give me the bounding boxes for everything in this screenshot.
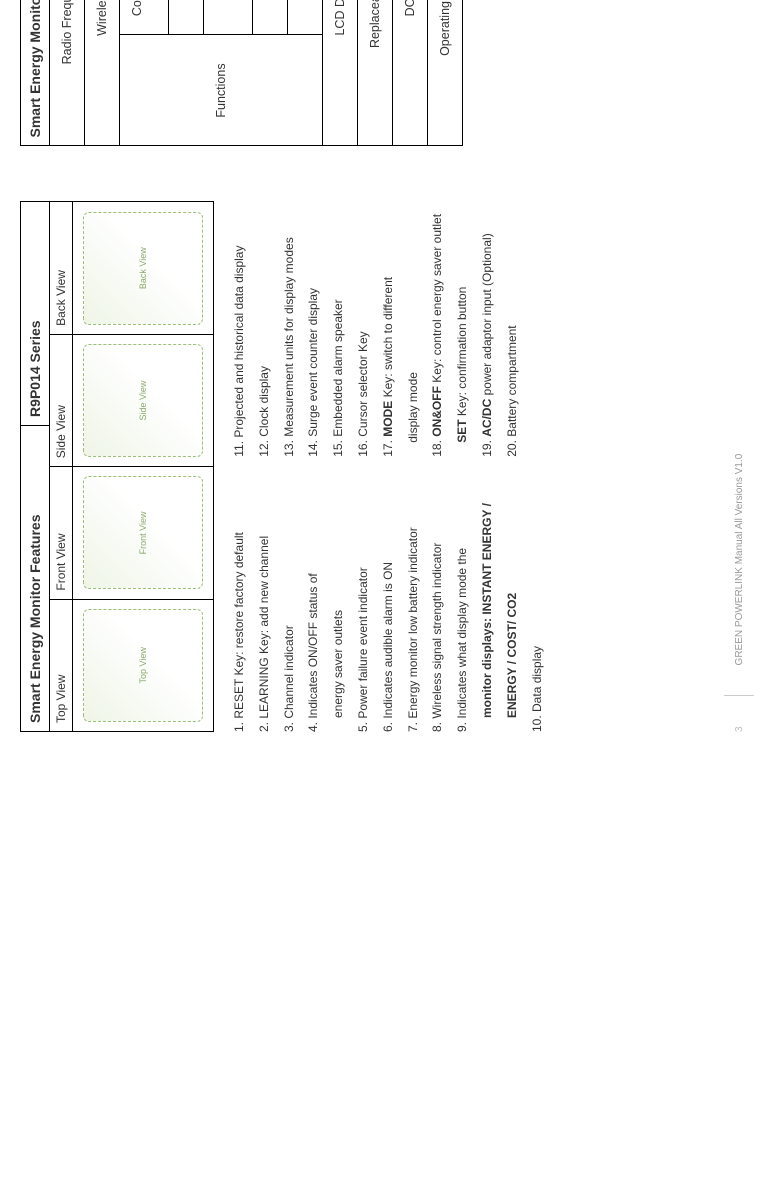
feature-item: 3. Channel indicator <box>278 477 301 732</box>
spec-row: Wireless RangeUp to 100 Ft <box>85 0 120 146</box>
feature-item: 2. LEARNING Key: add new channel <box>253 477 276 732</box>
page-number-left: 3 <box>734 726 745 732</box>
footer-divider <box>724 695 754 696</box>
feature-item: energy saver outlets <box>327 477 350 732</box>
feature-item: 15. Embedded alarm speaker <box>327 202 350 457</box>
feature-item: SET Key: confirmation button <box>451 202 474 457</box>
spec-row: Operating Temperature5°C~45°C at 85% rel… <box>428 0 463 146</box>
features-header-row: Smart Energy Monitor Features R9P014 Ser… <box>20 202 49 733</box>
feature-item: 6. Indicates audible alarm is ON <box>377 477 400 732</box>
feature-item: ENERGY / COST/ CO2 <box>501 477 524 732</box>
feature-item: display mode <box>402 202 425 457</box>
view-label-front: Front View <box>50 466 72 598</box>
feature-item: 7. Energy monitor low battery indicator <box>402 477 425 732</box>
spec-table: Radio Frequency 915MHz915MHzWireless Ran… <box>49 0 463 147</box>
views-header-row: Top View Front View Side View Back View <box>49 202 72 733</box>
view-label-top: Top View <box>50 599 72 731</box>
feature-item: 12. Clock display <box>253 202 276 457</box>
device-illustration: Back View <box>83 212 204 325</box>
feature-item: 14. Surge event counter display <box>302 202 325 457</box>
image-top-view: Top View <box>73 599 213 731</box>
feature-item: 20. Battery compartment <box>501 202 524 457</box>
feature-item: 8. Wireless signal strength indicator <box>426 477 449 732</box>
spec-label: Wall Mountable <box>288 0 323 35</box>
feature-item: monitor displays: INSTANT ENERGY / <box>476 477 499 732</box>
page-footer: 3 GREEN POWERLINK Manual All Versions V1… <box>724 0 754 732</box>
spec-row: Replaceable BatteryAA Battery X4 <box>358 0 393 146</box>
view-label-back: Back View <box>50 203 72 334</box>
spec-row: LCD Dimension45mm x 55mm <box>323 0 358 146</box>
feature-list-left: 1. RESET Key: restore factory default2. … <box>228 477 550 732</box>
feature-item: 1. RESET Key: restore factory default <box>228 477 251 732</box>
spec-label: LCD Dimension <box>323 0 358 146</box>
features-section: Smart Energy Monitor Features R9P014 Ser… <box>20 202 550 733</box>
feature-lists: 1. RESET Key: restore factory default2. … <box>228 202 550 733</box>
device-illustration: Top View <box>83 609 204 722</box>
image-back-view: Back View <box>73 203 213 334</box>
feature-item: 10. Data display <box>526 477 549 732</box>
series-label: R9P014 Series <box>21 203 49 425</box>
feature-item: 19. AC/DC power adaptor input (Optional) <box>476 202 499 457</box>
spec-label: Audible Alarm Alert <box>169 0 204 35</box>
feature-item: 17. MODE Key: switch to different <box>377 202 400 457</box>
feature-item: 16. Cursor selector Key <box>352 202 375 457</box>
footer-left: 3 GREEN POWERLINK Manual All Versions V1… <box>724 174 754 732</box>
doc-name: GREEN POWERLINK Manual All Versions V1.0 <box>734 454 745 666</box>
spec-row: Radio Frequency 915MHz915MHz <box>50 0 85 146</box>
spec-row: FunctionsControl Energy Saver outlets ON… <box>120 0 169 146</box>
spec-label: Channels control and monitoring <box>204 0 253 35</box>
spec-label: Radio Frequency 915MHz <box>50 0 85 146</box>
device-illustration: Front View <box>83 476 204 589</box>
spec-label: Wireless Range <box>85 0 120 146</box>
image-front-view: Front View <box>73 466 213 598</box>
device-illustration: Side View <box>83 344 204 457</box>
feature-list-right: 11. Projected and historical data displa… <box>228 202 550 457</box>
spec-section: Smart Energy Monitor Specification Radio… <box>20 0 550 147</box>
features-title: Smart Energy Monitor Features <box>21 425 49 731</box>
feature-item: 4. Indicates ON/OFF status of <box>302 477 325 732</box>
image-side-view: Side View <box>73 334 213 466</box>
feature-item: 18. ON&OFF Key: control energy saver out… <box>426 202 449 457</box>
spec-label: Control Energy Saver outlets ON/OFF <box>120 0 169 35</box>
footer-right: GREEN POWERLINK Manual All Versions V1.0… <box>724 0 754 174</box>
spec-label: Learning Function <box>253 0 288 35</box>
spec-title: Smart Energy Monitor Specification <box>20 0 49 147</box>
spec-label: DC Input <box>393 0 428 146</box>
view-label-side: Side View <box>50 334 72 466</box>
feature-item: 9. Indicates what display mode the <box>451 477 474 732</box>
spec-label: Replaceable Battery <box>358 0 393 146</box>
view-images-row: Top View Front View Side View Back View <box>72 202 214 733</box>
feature-item: 13. Measurement units for display modes <box>278 202 301 457</box>
spec-group-label: Functions <box>120 35 323 146</box>
spec-row: DC Input9V / 1000 mA <box>393 0 428 146</box>
feature-item: 11. Projected and historical data displa… <box>228 202 251 457</box>
feature-item: 5. Power failure event indicator <box>352 477 375 732</box>
spec-label: Operating Temperature <box>428 0 463 146</box>
